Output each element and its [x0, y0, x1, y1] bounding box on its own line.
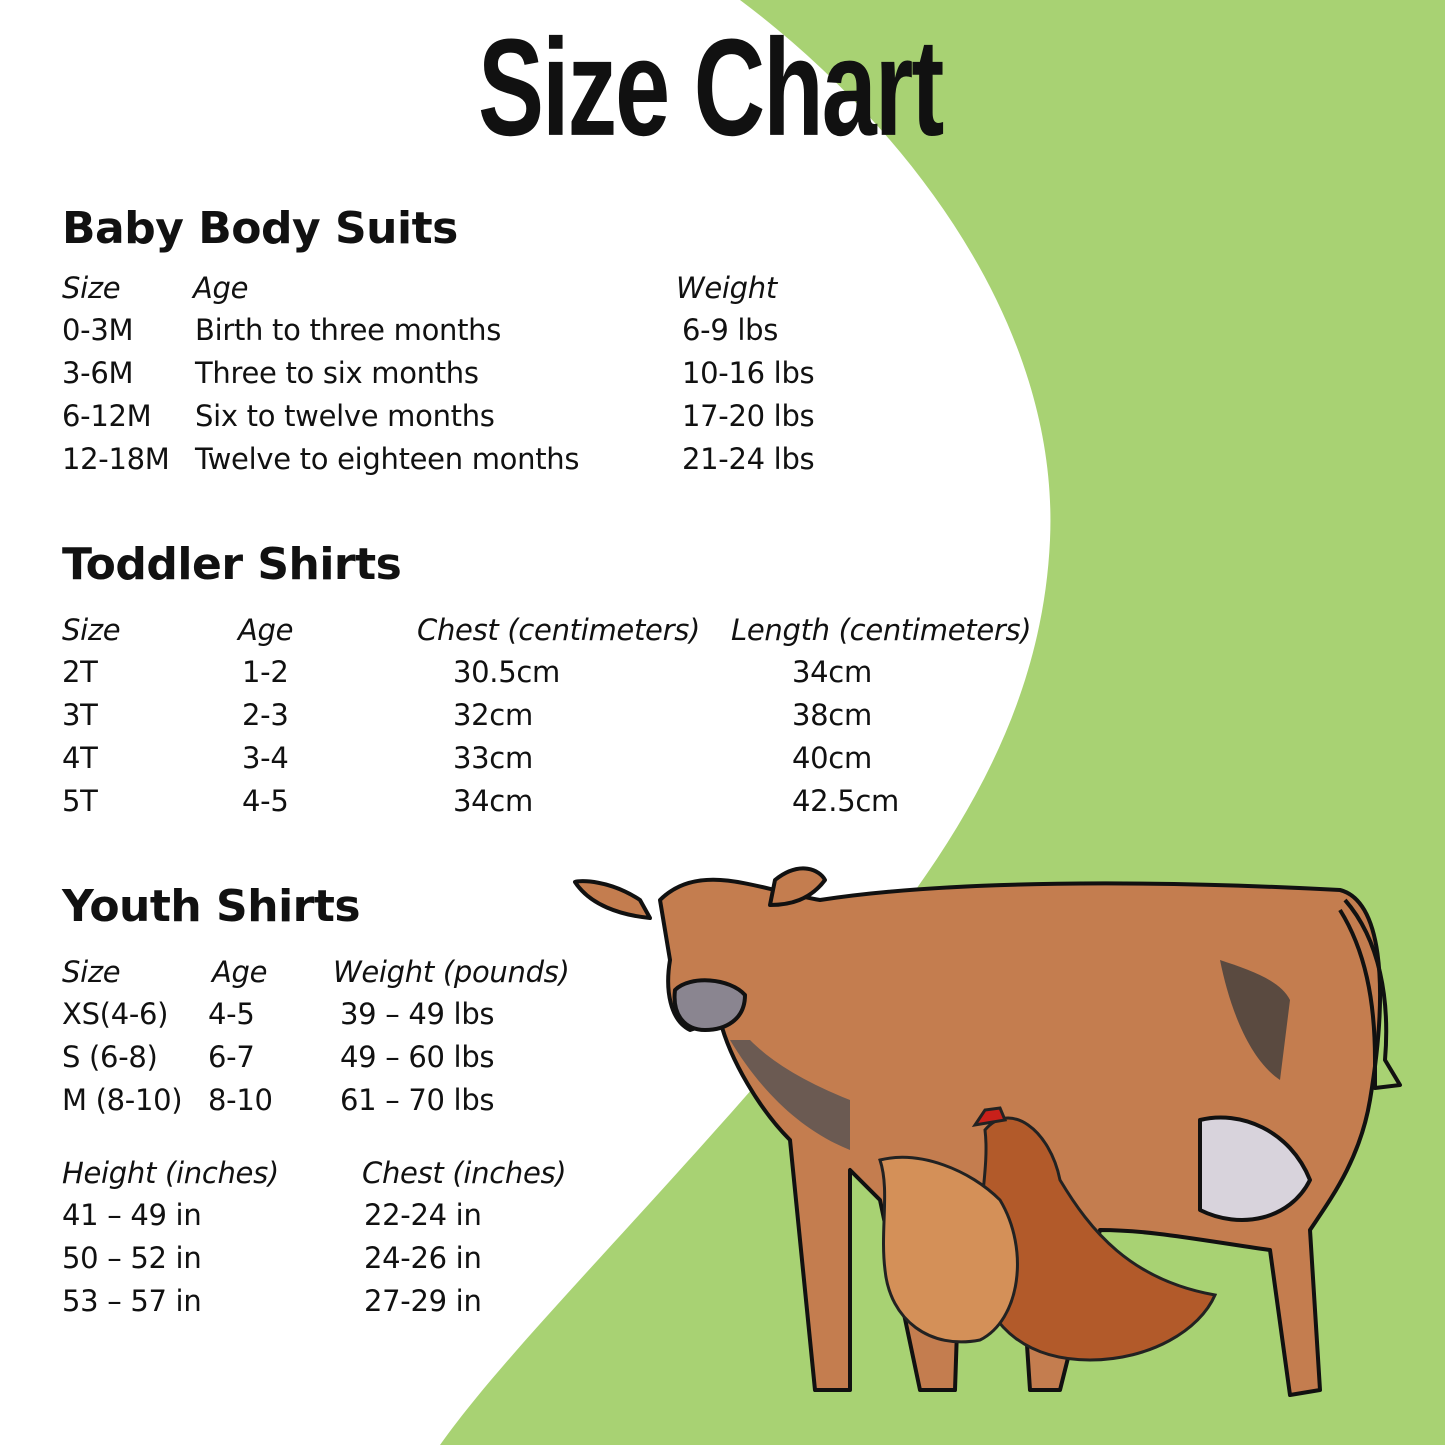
- column-header: Age: [212, 955, 268, 989]
- section-heading-baby: Baby Body Suits: [62, 203, 458, 254]
- table-cell: 12-18M: [62, 442, 170, 476]
- table-cell: 3-6M: [62, 356, 134, 390]
- table-cell: 6-9 lbs: [682, 313, 779, 347]
- column-header: Size: [62, 955, 121, 989]
- table-cell: 2T: [62, 655, 98, 689]
- table-cell: 8-10: [208, 1083, 273, 1117]
- page-title-text: Size Chart: [478, 9, 944, 165]
- table-cell: 0-3M: [62, 313, 134, 347]
- table-cell: Three to six months: [195, 356, 479, 390]
- column-header: Length (centimeters): [731, 613, 1032, 647]
- chicken-illustration: [878, 1155, 1019, 1344]
- table-cell: 39 – 49 lbs: [340, 997, 495, 1031]
- table-cell: 34cm: [453, 784, 533, 818]
- column-header: Age: [238, 613, 294, 647]
- section-heading-youth: Youth Shirts: [62, 881, 361, 932]
- table-cell: Six to twelve months: [195, 399, 495, 433]
- table-cell: Birth to three months: [195, 313, 502, 347]
- table-cell: 38cm: [792, 698, 872, 732]
- column-header: Height (inches): [62, 1156, 279, 1190]
- table-cell: 33cm: [453, 741, 533, 775]
- column-header: Size: [62, 613, 121, 647]
- column-header: Chest (inches): [362, 1156, 567, 1190]
- table-cell: 42.5cm: [792, 784, 899, 818]
- table-cell: 53 – 57 in: [62, 1284, 202, 1318]
- column-header: Age: [193, 271, 249, 305]
- table-cell: 40cm: [792, 741, 872, 775]
- column-header: Chest (centimeters): [417, 613, 701, 647]
- column-header: Weight (pounds): [333, 955, 570, 989]
- table-cell: 30.5cm: [453, 655, 560, 689]
- table-cell: 49 – 60 lbs: [340, 1040, 495, 1074]
- table-cell: 22-24 in: [364, 1198, 482, 1232]
- table-cell: 41 – 49 in: [62, 1198, 202, 1232]
- table-cell: 24-26 in: [364, 1241, 482, 1275]
- table-cell: 17-20 lbs: [682, 399, 815, 433]
- table-cell: 6-12M: [62, 399, 152, 433]
- column-header: Weight: [676, 271, 777, 305]
- table-cell: 3-4: [242, 741, 289, 775]
- table-cell: 2-3: [242, 698, 289, 732]
- table-cell: 61 – 70 lbs: [340, 1083, 495, 1117]
- table-cell: 4T: [62, 741, 98, 775]
- table-cell: 50 – 52 in: [62, 1241, 202, 1275]
- table-cell: Twelve to eighteen months: [195, 442, 580, 476]
- table-cell: 27-29 in: [364, 1284, 482, 1318]
- table-cell: 10-16 lbs: [682, 356, 815, 390]
- table-cell: 4-5: [242, 784, 289, 818]
- page-title: Size Chart: [478, 18, 968, 168]
- section-heading-toddler: Toddler Shirts: [62, 539, 402, 590]
- column-header: Size: [62, 271, 121, 305]
- table-cell: S (6-8): [62, 1040, 158, 1074]
- table-cell: 21-24 lbs: [682, 442, 815, 476]
- table-cell: XS(4-6): [62, 997, 169, 1031]
- table-cell: 3T: [62, 698, 98, 732]
- table-cell: 5T: [62, 784, 98, 818]
- table-cell: M (8-10): [62, 1083, 183, 1117]
- table-cell: 6-7: [208, 1040, 255, 1074]
- table-cell: 32cm: [453, 698, 533, 732]
- table-cell: 34cm: [792, 655, 872, 689]
- table-cell: 1-2: [242, 655, 289, 689]
- table-cell: 4-5: [208, 997, 255, 1031]
